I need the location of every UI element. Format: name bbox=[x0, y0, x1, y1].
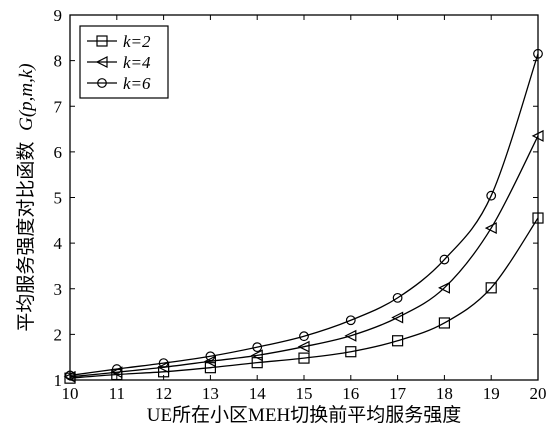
x-tick-label: 15 bbox=[296, 384, 313, 403]
data-point-square bbox=[438, 317, 450, 329]
legend-label: k=2 bbox=[123, 32, 151, 51]
data-point-circle bbox=[439, 254, 450, 265]
x-axis: 10 11 12 13 14 15 16 17 18 19 20 bbox=[62, 15, 547, 403]
series-layer bbox=[63, 48, 544, 384]
data-point-triangle bbox=[344, 329, 357, 342]
data-point-triangle bbox=[297, 340, 310, 353]
data-point-circle bbox=[299, 331, 309, 342]
series-line bbox=[69, 135, 539, 378]
data-point-triangle bbox=[95, 56, 108, 68]
y-axis-title-group: 平均服务强度对比函数 G(p,m,k) bbox=[15, 63, 37, 331]
data-point-circle bbox=[533, 48, 543, 59]
y-tick-label: 9 bbox=[54, 6, 63, 25]
data-point-circle bbox=[486, 190, 497, 201]
series-square bbox=[64, 212, 544, 384]
legend-item: k=2 bbox=[87, 32, 151, 51]
data-point-circle bbox=[111, 364, 122, 374]
y-axis-title-text: 平均服务强度对比函数 bbox=[15, 142, 37, 332]
x-tick-label: 20 bbox=[530, 384, 547, 403]
data-point-square bbox=[204, 362, 216, 374]
data-point-circle bbox=[158, 358, 169, 369]
data-point-circle bbox=[392, 292, 403, 303]
y-tick-label: 8 bbox=[54, 52, 63, 71]
x-tick-label: 12 bbox=[155, 384, 172, 403]
legend: k=2 k=4 k=6 bbox=[79, 25, 169, 99]
x-tick-label: 19 bbox=[483, 384, 500, 403]
legend-item: k=4 bbox=[87, 53, 151, 72]
data-point-square bbox=[392, 335, 404, 347]
series-line bbox=[69, 217, 539, 379]
y-tick-label: 7 bbox=[54, 97, 63, 116]
series-line bbox=[69, 53, 539, 377]
y-axis-title: 平均服务强度对比函数 G(p,m,k) bbox=[15, 63, 37, 331]
y-tick-label: 3 bbox=[54, 280, 63, 299]
data-point-square bbox=[485, 282, 497, 294]
data-point-square bbox=[96, 35, 108, 47]
series-circle bbox=[65, 48, 543, 381]
legend-label: k=6 bbox=[123, 74, 151, 93]
data-point-square bbox=[345, 346, 357, 358]
data-point-circle bbox=[97, 78, 107, 88]
legend-label: k=4 bbox=[123, 53, 151, 72]
data-point-triangle bbox=[204, 355, 216, 368]
y-axis-title-math: G(p,m,k) bbox=[16, 63, 37, 131]
series-triangle-left bbox=[63, 129, 544, 383]
y-tick-label: 5 bbox=[54, 189, 63, 208]
data-point-square bbox=[298, 352, 310, 364]
x-tick-label: 14 bbox=[249, 384, 267, 403]
legend-item: k=6 bbox=[87, 74, 151, 93]
x-tick-label: 13 bbox=[202, 384, 219, 403]
data-point-triangle bbox=[531, 129, 544, 142]
data-point-triangle bbox=[250, 349, 263, 362]
data-point-triangle bbox=[157, 361, 170, 374]
x-tick-label: 17 bbox=[389, 384, 407, 403]
data-point-triangle bbox=[110, 366, 123, 379]
data-point-square bbox=[532, 212, 544, 224]
y-tick-label: 6 bbox=[54, 143, 63, 162]
x-tick-label: 11 bbox=[109, 384, 125, 403]
data-point-triangle bbox=[484, 222, 497, 235]
y-tick-label: 2 bbox=[54, 325, 63, 344]
data-point-circle bbox=[345, 315, 356, 326]
x-tick-label: 10 bbox=[62, 384, 79, 403]
data-point-circle bbox=[65, 370, 75, 381]
data-point-triangle bbox=[391, 311, 404, 324]
x-axis-title: UE所在小区MEH切换前平均服务强度 bbox=[147, 404, 462, 426]
data-point-circle bbox=[205, 351, 216, 362]
y-axis: 1 2 3 4 5 6 7 8 9 bbox=[54, 6, 538, 390]
data-point-circle bbox=[252, 342, 263, 353]
x-tick-label: 16 bbox=[342, 384, 359, 403]
y-tick-label: 4 bbox=[54, 234, 63, 253]
data-point-triangle bbox=[438, 281, 450, 294]
x-tick-label: 18 bbox=[436, 384, 453, 403]
y-tick-label: 1 bbox=[54, 371, 63, 390]
